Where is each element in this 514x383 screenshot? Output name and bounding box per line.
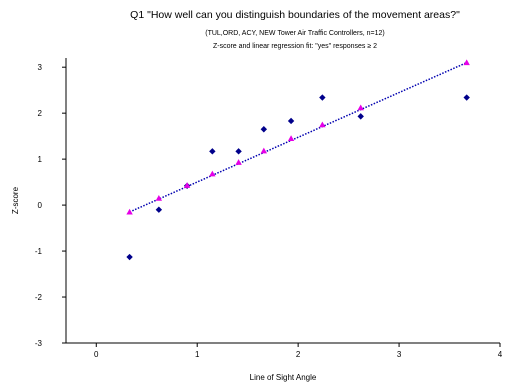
data-point-fit — [126, 208, 133, 215]
data-point-fit — [357, 104, 364, 111]
x-axis-label: Line of Sight Angle — [250, 373, 317, 382]
data-point-zscore — [357, 113, 364, 120]
data-point-fit — [209, 170, 216, 177]
data-point-zscore — [287, 117, 295, 125]
data-point-zscore — [235, 148, 242, 155]
x-tick-label: 3 — [397, 350, 402, 359]
data-point-fit — [235, 159, 242, 165]
data-point-zscore — [155, 206, 163, 213]
y-tick-label: -2 — [35, 293, 43, 302]
data-point-zscore — [319, 94, 326, 101]
data-point-fit — [319, 121, 326, 128]
x-tick-label: 0 — [94, 350, 99, 359]
y-axis-label: Z-score — [11, 186, 20, 214]
y-tick-label: 2 — [38, 109, 43, 118]
data-point-fit — [287, 135, 295, 142]
data-point-zscore — [260, 126, 268, 133]
y-tick-label: 0 — [38, 201, 43, 210]
x-tick-label: 2 — [296, 350, 301, 359]
y-tick-label: -1 — [35, 247, 43, 256]
y-tick-label: 1 — [38, 155, 43, 164]
data-point-fit — [260, 147, 268, 154]
data-point-zscore — [209, 148, 216, 155]
chart-title: Q1 "How well can you distinguish boundar… — [130, 9, 460, 21]
chart-subtitle: (TUL,ORD, ACY, NEW Tower Air Traffic Con… — [205, 30, 385, 37]
data-point-zscore — [126, 253, 133, 261]
regression-fit-line — [129, 61, 467, 213]
y-tick-label: 3 — [38, 63, 43, 72]
chart-subtitle-fit: Z-score and linear regression fit: "yes"… — [212, 43, 378, 50]
data-point-zscore — [463, 94, 470, 101]
x-tick-label: 1 — [195, 350, 200, 359]
x-tick-label: 4 — [498, 350, 503, 359]
data-point-fit — [155, 195, 163, 201]
data-point-fit — [183, 182, 191, 188]
y-tick-label: -3 — [35, 339, 43, 348]
data-point-fit — [463, 59, 470, 66]
